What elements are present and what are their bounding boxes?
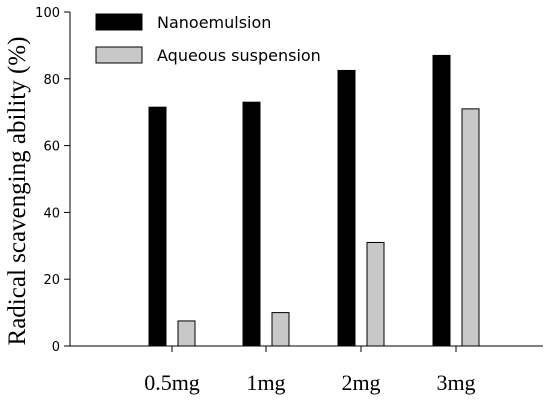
bar-nanoemulsion-2mg xyxy=(337,69,356,347)
category-label: 0.5mg xyxy=(144,370,200,395)
y-tick-label: 20 xyxy=(43,273,60,288)
y-tick-label: 60 xyxy=(43,140,60,155)
bar-nanoemulsion-1mg xyxy=(242,101,261,347)
category-label: 2mg xyxy=(341,370,380,395)
bar-aqueous-suspension-0.5mg xyxy=(177,320,196,347)
bars xyxy=(148,54,480,347)
legend: Nanoemulsion Aqueous suspension xyxy=(95,13,321,65)
y-tick-label: 40 xyxy=(43,206,60,221)
y-tick-label: 80 xyxy=(43,73,60,88)
bar-aqueous-suspension-3mg xyxy=(461,108,480,347)
bar-nanoemulsion-3mg xyxy=(432,54,451,347)
y-tick-label: 0 xyxy=(52,340,60,355)
category-label: 1mg xyxy=(246,370,285,395)
legend-swatch xyxy=(95,13,143,31)
legend-label: Nanoemulsion xyxy=(157,13,271,32)
category-label: 3mg xyxy=(436,370,475,395)
legend-label: Aqueous suspension xyxy=(157,46,321,65)
bar-nanoemulsion-0.5mg xyxy=(148,106,167,347)
y-tick-label: 100 xyxy=(35,6,60,21)
x-axis xyxy=(70,345,543,352)
bar-aqueous-suspension-2mg xyxy=(366,241,385,347)
y-axis: 0 20 40 60 80 100 xyxy=(35,6,71,355)
y-axis-title: Radical scavenging ability (%) xyxy=(4,37,31,346)
category-labels: 0.5mg 1mg 2mg 3mg xyxy=(144,370,475,395)
bar-aqueous-suspension-1mg xyxy=(271,312,290,347)
legend-swatch xyxy=(95,46,143,64)
